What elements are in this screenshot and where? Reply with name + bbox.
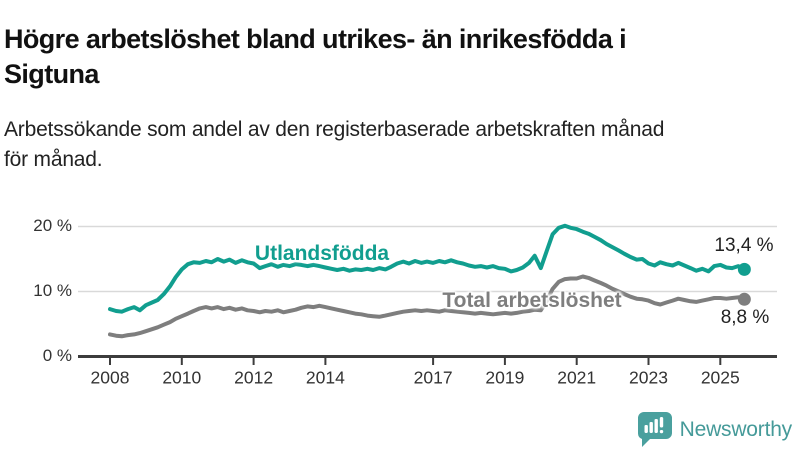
end-value-label-total: 8,8 % bbox=[720, 307, 770, 328]
x-axis-label-2023: 2023 bbox=[629, 368, 668, 388]
page-title: Högre arbetslöshet bland utrikes- än inr… bbox=[4, 22, 796, 92]
series-label-utlandsfodda: Utlandsfödda bbox=[254, 242, 390, 265]
series-label-total-arbetsloshet: Total arbetslöshet bbox=[442, 289, 622, 312]
x-axis-label-2021: 2021 bbox=[557, 368, 596, 388]
x-axis-label-2017: 2017 bbox=[414, 368, 453, 388]
series-line-utlandsfodda bbox=[108, 223, 747, 314]
newsworthy-logo[interactable]: Newsworthy bbox=[637, 412, 793, 448]
y-axis-label-0: 0 % bbox=[42, 346, 72, 365]
page-subtitle: Arbetssökande som andel av den registerb… bbox=[4, 115, 796, 175]
x-axis-label-2012: 2012 bbox=[234, 368, 273, 388]
x-axis-label-2019: 2019 bbox=[485, 368, 524, 388]
newsworthy-bubble-chart-icon bbox=[637, 412, 672, 447]
y-axis-label-20: 20 % bbox=[33, 216, 72, 235]
series-line-total bbox=[108, 274, 747, 339]
series-end-dot-total bbox=[737, 292, 751, 306]
y-axis-label-10: 10 % bbox=[33, 281, 72, 300]
x-axis-label-2008: 2008 bbox=[91, 368, 130, 388]
page-title-line-2: Sigtuna bbox=[4, 59, 99, 90]
newsworthy-wordmark: Newsworthy bbox=[679, 418, 793, 441]
page-subtitle-line-1: Arbetssökande som andel av den registerb… bbox=[4, 118, 665, 141]
line-chart: 2008 2010 2012 2014 2017 2019 2021 2023 2025 bbox=[78, 223, 777, 388]
page-title-line-1: Högre arbetslöshet bland utrikes- än inr… bbox=[4, 24, 627, 55]
end-value-label-utlandsfodda: 13,4 % bbox=[714, 235, 774, 256]
x-axis-label-2014: 2014 bbox=[306, 368, 345, 388]
series-end-dot-utlandsfodda bbox=[737, 262, 751, 276]
x-axis-label-2025: 2025 bbox=[701, 368, 740, 388]
page-subtitle-line-2: för månad. bbox=[4, 148, 103, 171]
x-axis-label-2010: 2010 bbox=[162, 368, 201, 388]
